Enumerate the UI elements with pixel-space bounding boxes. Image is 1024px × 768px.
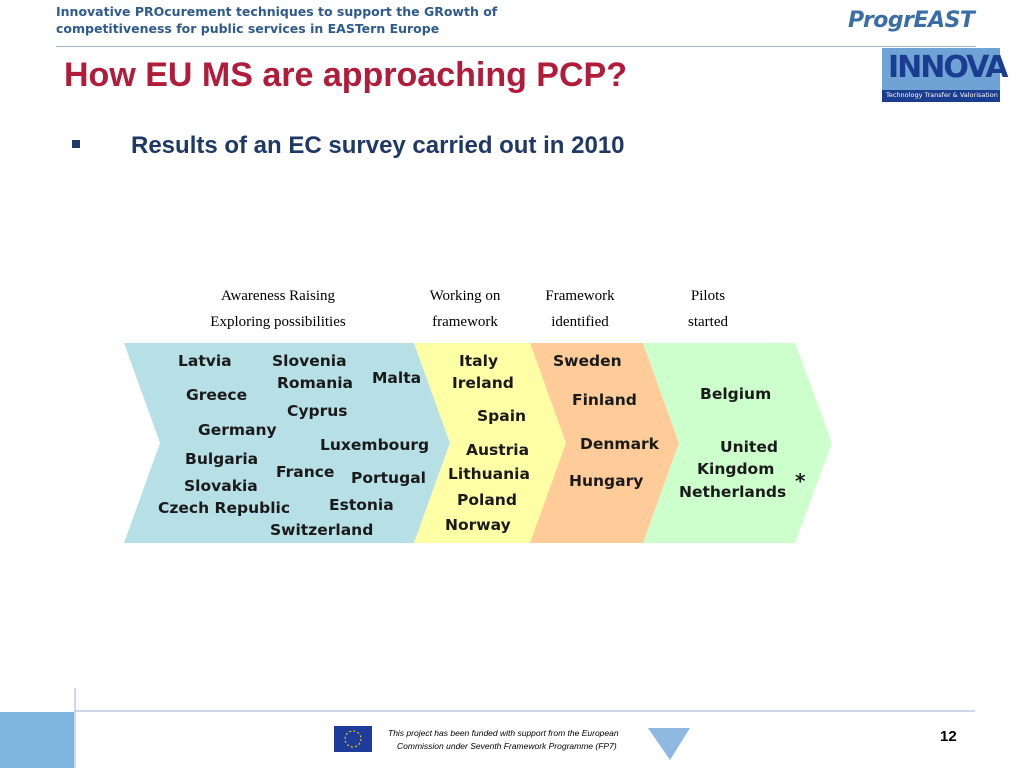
country-label: Belgium: [700, 385, 772, 403]
eu-flag: [334, 726, 372, 752]
country-label: Luxembourg: [320, 436, 430, 454]
country-label: Cyprus: [287, 402, 348, 420]
country-label: Finland: [572, 391, 637, 409]
chevron-pilots: [643, 343, 832, 543]
column-header: Pilots: [690, 288, 726, 304]
column-header: framework: [432, 314, 498, 330]
country-label: Switzerland: [270, 521, 374, 539]
country-label: Latvia: [178, 352, 232, 370]
logo-text: INNOVA: [888, 50, 1008, 85]
country-label: Slovakia: [184, 477, 258, 495]
fp7-logo: [648, 728, 690, 760]
logo-tagline: Technology Transfer & Valorisation: [886, 91, 998, 99]
country-label: Greece: [186, 386, 248, 404]
country-label: United: [720, 438, 778, 456]
column-header: started: [688, 314, 728, 330]
chevron-framework: [530, 343, 679, 543]
chevron-working: [414, 343, 566, 543]
logo-progreast: ProgrEAST: [848, 8, 975, 33]
bullet-text: Results of an EC survey carried out in 2…: [131, 132, 625, 159]
country-label: Portugal: [351, 469, 426, 487]
country-label: Slovenia: [272, 352, 347, 370]
column-header: Awareness Raising: [220, 288, 336, 304]
header-rule: [56, 46, 976, 47]
footer-text: Commission under Seventh Framework Progr…: [397, 741, 617, 751]
title: How EU MS are approaching PCP?: [64, 56, 627, 94]
country-label: Spain: [477, 407, 527, 425]
country-label: Poland: [457, 491, 517, 509]
country-label: Norway: [445, 516, 511, 534]
logo-innova: INNOVA Technology Transfer & Valorisatio…: [882, 48, 1008, 102]
country-label: *: [795, 469, 806, 493]
header-line: competitiveness for public services in E…: [56, 21, 440, 36]
country-label: Germany: [198, 421, 277, 439]
chevron-awareness: [124, 343, 450, 543]
footer-text: This project has been funded with suppor…: [388, 728, 619, 738]
country-label: Bulgaria: [185, 450, 259, 468]
country-label: Ireland: [452, 374, 514, 392]
country-label: Hungary: [569, 472, 644, 490]
country-label: Lithuania: [448, 465, 530, 483]
country-label: Czech Republic: [158, 499, 291, 517]
country-label: Sweden: [553, 352, 622, 370]
country-label: Netherlands: [679, 483, 787, 501]
column-header: Working on: [429, 288, 501, 304]
country-label: Estonia: [329, 496, 394, 514]
country-label: Kingdom: [697, 460, 775, 478]
country-label: Italy: [459, 352, 499, 370]
country-label: Austria: [466, 441, 530, 459]
footer-decoration: [0, 712, 74, 768]
eu-stars: [344, 730, 362, 748]
bullet-marker: [72, 140, 80, 148]
country-label: France: [276, 463, 335, 481]
header-line: Innovative PROcurement techniques to sup…: [56, 4, 498, 19]
column-header: Framework: [545, 288, 615, 304]
column-header: identified: [551, 314, 609, 330]
country-label: Romania: [277, 374, 354, 392]
country-label: Malta: [372, 369, 422, 387]
country-label: Denmark: [580, 435, 659, 453]
column-header: Exploring possibilities: [210, 314, 346, 330]
page-number: 12: [940, 728, 957, 745]
